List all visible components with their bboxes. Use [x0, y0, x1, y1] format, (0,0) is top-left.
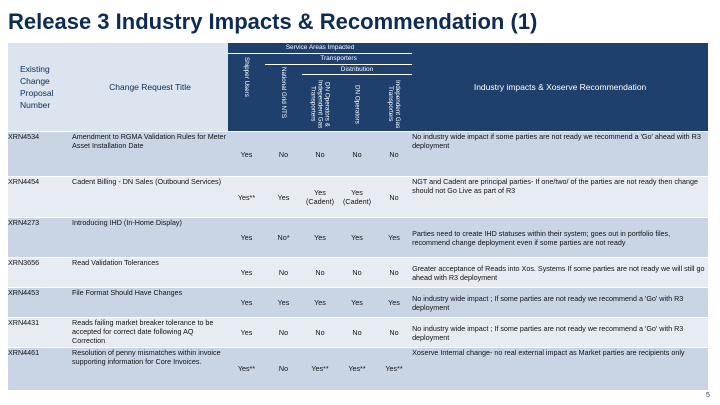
- page-title: Release 3 Industry Impacts & Recommendat…: [8, 9, 538, 34]
- row-cp-number: XRN4431: [8, 317, 72, 348]
- header-dn-idn: DN Operators & Independent Gas Transport…: [309, 79, 331, 129]
- row-shipper: Yes**: [228, 347, 265, 390]
- header-national-grid: National Grid NTS: [265, 64, 302, 132]
- row-cr-title: Reads failing market breaker tolerance t…: [72, 317, 228, 348]
- header-dn-operators: DN Operators: [353, 84, 361, 124]
- row-shipper: Yes: [228, 317, 265, 348]
- row-cp-number: XRN4453: [8, 287, 72, 318]
- row-dn: Yes: [338, 287, 376, 318]
- table-row: XRN4453 File Format Should Have Changes …: [8, 287, 709, 318]
- row-igt: Yes: [376, 217, 413, 258]
- row-dn-idn: Yes**: [302, 347, 338, 390]
- row-dn-idn: No: [302, 317, 338, 348]
- header-distribution: Distribution: [302, 65, 413, 75]
- row-cp-number: XRN4273: [8, 217, 72, 258]
- row-shipper: Yes: [228, 257, 265, 288]
- row-dn: No: [338, 131, 376, 177]
- row-igt: No: [376, 257, 413, 288]
- row-cr-title: Resolution of penny mismatches within in…: [72, 347, 228, 390]
- row-nts: No: [265, 317, 302, 348]
- row-recommendation: No industry wide impact if some parties …: [412, 131, 709, 177]
- row-cr-title: Amendment to RGMA Validation Rules for M…: [72, 131, 228, 177]
- row-cp-number: XRN3656: [8, 257, 72, 288]
- row-recommendation: Greater acceptance of Reads into Xos. Sy…: [412, 257, 709, 288]
- row-recommendation: Xoserve Internal change- no real externa…: [412, 347, 709, 390]
- row-dn: No: [338, 317, 376, 348]
- row-recommendation: No industry wide impact ; If some partie…: [412, 317, 709, 348]
- row-cr-title: File Format Should Have Changes: [72, 287, 228, 318]
- row-shipper: Yes: [228, 131, 265, 177]
- row-dn-idn: Yes: [302, 287, 338, 318]
- row-cr-title: Read Validation Tolerances: [72, 257, 228, 288]
- table-row: XRN4273 Introducing IHD (In-Home Display…: [8, 217, 709, 258]
- row-nts: Yes: [265, 176, 302, 218]
- row-dn-idn: No: [302, 131, 338, 177]
- row-recommendation: NGT and Cadent are principal parties- If…: [412, 176, 709, 218]
- header-shipper-users: Shipper Users: [228, 53, 265, 132]
- row-igt: No: [376, 317, 413, 348]
- row-nts: No: [265, 257, 302, 288]
- row-recommendation: No industry wide impact ; If some partie…: [412, 287, 709, 318]
- row-igt: No: [376, 176, 413, 218]
- table-row: XRN4454 Cadent Billing - DN Sales (Outbo…: [8, 176, 709, 218]
- row-cr-title: Introducing IHD (In-Home Display): [72, 217, 228, 258]
- row-shipper: Yes: [228, 287, 265, 318]
- row-cp-number: XRN4461: [8, 347, 72, 390]
- row-cp-number: XRN4534: [8, 131, 72, 177]
- row-dn: Yes: [338, 217, 376, 258]
- row-igt: No: [376, 131, 413, 177]
- row-cp-number: XRN4454: [8, 176, 72, 218]
- row-cr-title: Cadent Billing - DN Sales (Outbound Serv…: [72, 176, 228, 218]
- table-row: XRN4534 Amendment to RGMA Validation Rul…: [8, 131, 709, 177]
- row-dn-idn: No: [302, 257, 338, 288]
- row-dn: Yes (Cadent): [338, 176, 376, 218]
- header-cr-title: Change Request Title: [72, 43, 228, 132]
- row-shipper: Yes: [228, 217, 265, 258]
- row-nts: Yes: [265, 287, 302, 318]
- table-row: XRN4461 Resolution of penny mismatches w…: [8, 347, 709, 390]
- header-existing-cp: Existing Change Proposal Number: [8, 43, 72, 132]
- row-nts: No*: [265, 217, 302, 258]
- impacts-table: Existing Change Proposal Number Change R…: [8, 43, 709, 390]
- header-industry-impacts: Industry impacts & Xoserve Recommendatio…: [412, 43, 709, 132]
- row-recommendation: Parties need to create IHD statuses with…: [412, 217, 709, 258]
- table-row: XRN4431 Reads failing market breaker tol…: [8, 317, 709, 348]
- row-dn: Yes**: [338, 347, 376, 390]
- header-service-areas: Service Areas Impacted: [228, 43, 413, 54]
- row-dn-idn: Yes (Cadent): [302, 176, 338, 218]
- row-shipper: Yes**: [228, 176, 265, 218]
- header-transporters: Transporters: [265, 53, 413, 65]
- row-nts: No: [265, 347, 302, 390]
- row-dn-idn: Yes: [302, 217, 338, 258]
- row-igt: Yes**: [376, 347, 413, 390]
- table-row: XRN3656 Read Validation Tolerances Yes N…: [8, 257, 709, 288]
- row-nts: No: [265, 131, 302, 177]
- header-igt: Independent Gas Transporters: [387, 79, 401, 129]
- row-igt: Yes: [376, 287, 413, 318]
- page-number: 5: [706, 392, 710, 399]
- header-distribution-group: Distribution DN Operators & Independent …: [302, 64, 413, 132]
- row-dn: No: [338, 257, 376, 288]
